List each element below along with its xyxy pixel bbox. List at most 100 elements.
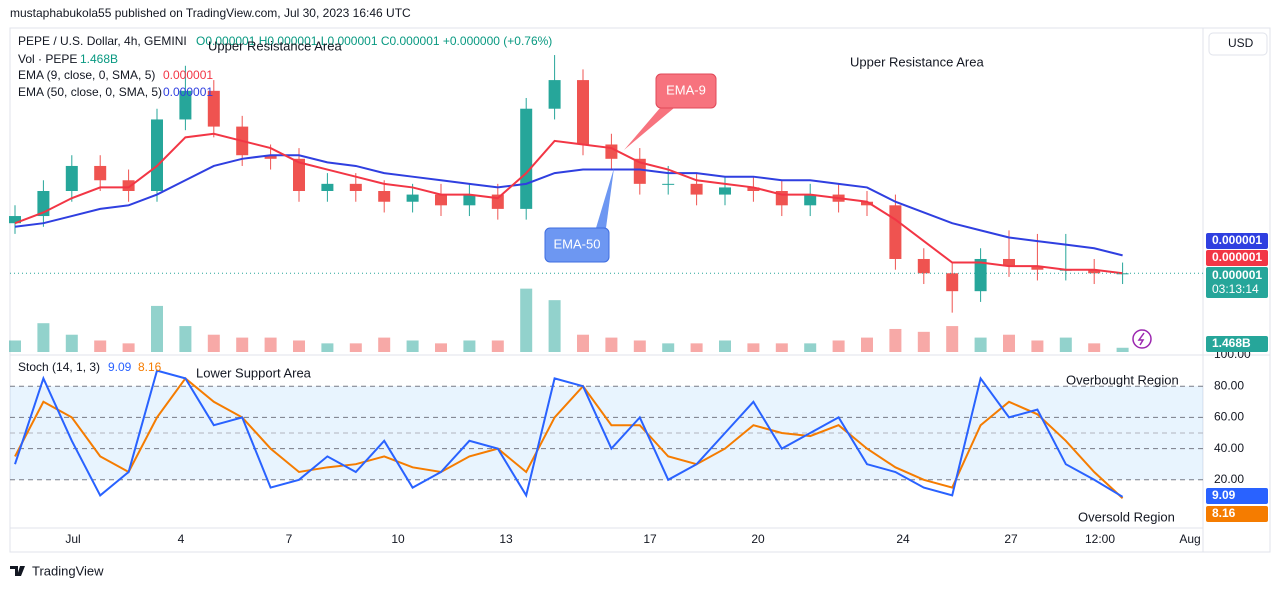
candle-body (633, 158, 646, 184)
volume-bar (577, 334, 589, 352)
footer: TradingView (32, 563, 104, 578)
ema9-price-label-box (1206, 250, 1268, 266)
candle-body (747, 187, 760, 191)
close-price-label: 0.000001 (1212, 268, 1262, 282)
candle-body (463, 194, 476, 206)
alert-icon-bolt (1137, 332, 1145, 346)
callout-ema50 (544, 227, 610, 263)
candle-body (9, 216, 21, 224)
legend-ema50: EMA (50, close, 0, SMA, 5) (18, 85, 162, 99)
candle-body (719, 187, 731, 195)
volume-price-label-box (1206, 336, 1268, 352)
volume-bar (9, 340, 21, 352)
volume-bar (1003, 334, 1015, 352)
annotation: Upper Resistance Area (850, 54, 984, 69)
legend-vol: Vol · PEPE (18, 52, 77, 66)
stoch-d-line (14, 376, 1124, 500)
volume-bar (378, 337, 391, 352)
candle-body (1031, 266, 1044, 270)
candle-body (94, 165, 107, 181)
callout-pointer (624, 108, 674, 150)
candle-body (37, 191, 50, 217)
callout-text: EMA-50 (554, 236, 601, 251)
time-tick-label: Jul (65, 532, 80, 546)
candle-body (435, 194, 447, 206)
volume-bar (747, 343, 760, 352)
countdown-label: 03:13:14 (1212, 282, 1259, 296)
volume-bar (463, 340, 476, 352)
candle-body (548, 80, 561, 109)
volume-bar (1088, 343, 1101, 352)
candle-body (349, 183, 362, 191)
volume-price-label: 1.468B (1212, 336, 1251, 350)
candle-body (690, 183, 703, 195)
candle-body (122, 180, 135, 191)
time-tick-label: 13 (499, 532, 513, 546)
ema9-price-label: 0.000001 (1212, 250, 1262, 264)
time-tick-label: 24 (896, 532, 910, 546)
volume-bar (179, 326, 192, 352)
volume-bar (605, 337, 618, 352)
volume-bar (804, 343, 817, 352)
volume-bar (520, 288, 533, 352)
logo (10, 566, 25, 576)
legend-ema50-value: 0.000001 (163, 85, 213, 99)
volume-bar (662, 343, 675, 352)
volume-bar (94, 340, 107, 352)
ema9-line (14, 132, 1123, 275)
candle-body (974, 258, 987, 292)
volume-bar (690, 343, 703, 352)
stoch-d-price-label: 8.16 (1212, 506, 1236, 520)
candle-body (179, 90, 192, 120)
callout-ema9 (655, 73, 717, 109)
time-tick-label: 7 (286, 532, 293, 546)
volume-bar (264, 337, 277, 352)
header: mustaphabukola55 published on TradingVie… (10, 6, 411, 20)
volume-bar (236, 337, 249, 352)
volume-bar (917, 331, 930, 352)
callout-text: EMA-9 (666, 82, 706, 97)
volume-bar (889, 328, 902, 352)
candle-body (889, 205, 902, 259)
candle-body (65, 165, 78, 191)
candle-body (520, 108, 533, 209)
candle-body (946, 273, 959, 292)
volume-bar (65, 334, 78, 352)
callout-pointer (596, 168, 614, 228)
candle-body (406, 194, 419, 202)
time-tick-label: 17 (643, 532, 657, 546)
time-tick-label: 12:00 (1085, 532, 1115, 546)
currency[interactable]: USD (1228, 36, 1254, 50)
volume-bar (946, 326, 959, 352)
stoch-d-value: 8.16 (138, 360, 162, 374)
legend-ohlc: O0.000001 H0.000001 L0.000001 C0.000001 … (196, 34, 552, 48)
stoch-tick-label: 60.00 (1214, 410, 1244, 424)
candle-body (378, 191, 391, 202)
candle-body (861, 201, 873, 206)
ema50-price-label: 0.000001 (1212, 233, 1262, 247)
close-price-box (1206, 267, 1268, 298)
stoch-tick-label: 20.00 (1214, 472, 1244, 486)
legend-symbol: PEPE / U.S. Dollar, 4h, GEMINI (18, 34, 187, 48)
legend-ema9: EMA (9, close, 0, SMA, 5) (18, 68, 155, 82)
volume-bar (37, 323, 50, 352)
volume-bar (861, 337, 873, 352)
candle-body (917, 258, 930, 274)
currency-button[interactable] (1208, 32, 1268, 56)
volume-bar (974, 337, 987, 352)
candle-body (662, 183, 675, 185)
time-tick-label: 10 (391, 532, 405, 546)
volume-bar (349, 343, 362, 352)
volume-bar (435, 343, 447, 352)
candle-body (151, 119, 163, 191)
legend-vol-value: 1.468B (80, 52, 118, 66)
candle-body (293, 158, 305, 191)
annotation: Lower Support Area (196, 365, 312, 380)
alert-icon[interactable] (1132, 329, 1152, 349)
annotation: Upper Resistance Area (208, 38, 342, 53)
volume-bar (207, 334, 220, 352)
candle-body (577, 80, 589, 145)
time-tick-label: 20 (751, 532, 765, 546)
volume-bar (122, 343, 135, 352)
ema50-price-label-box (1206, 233, 1268, 249)
